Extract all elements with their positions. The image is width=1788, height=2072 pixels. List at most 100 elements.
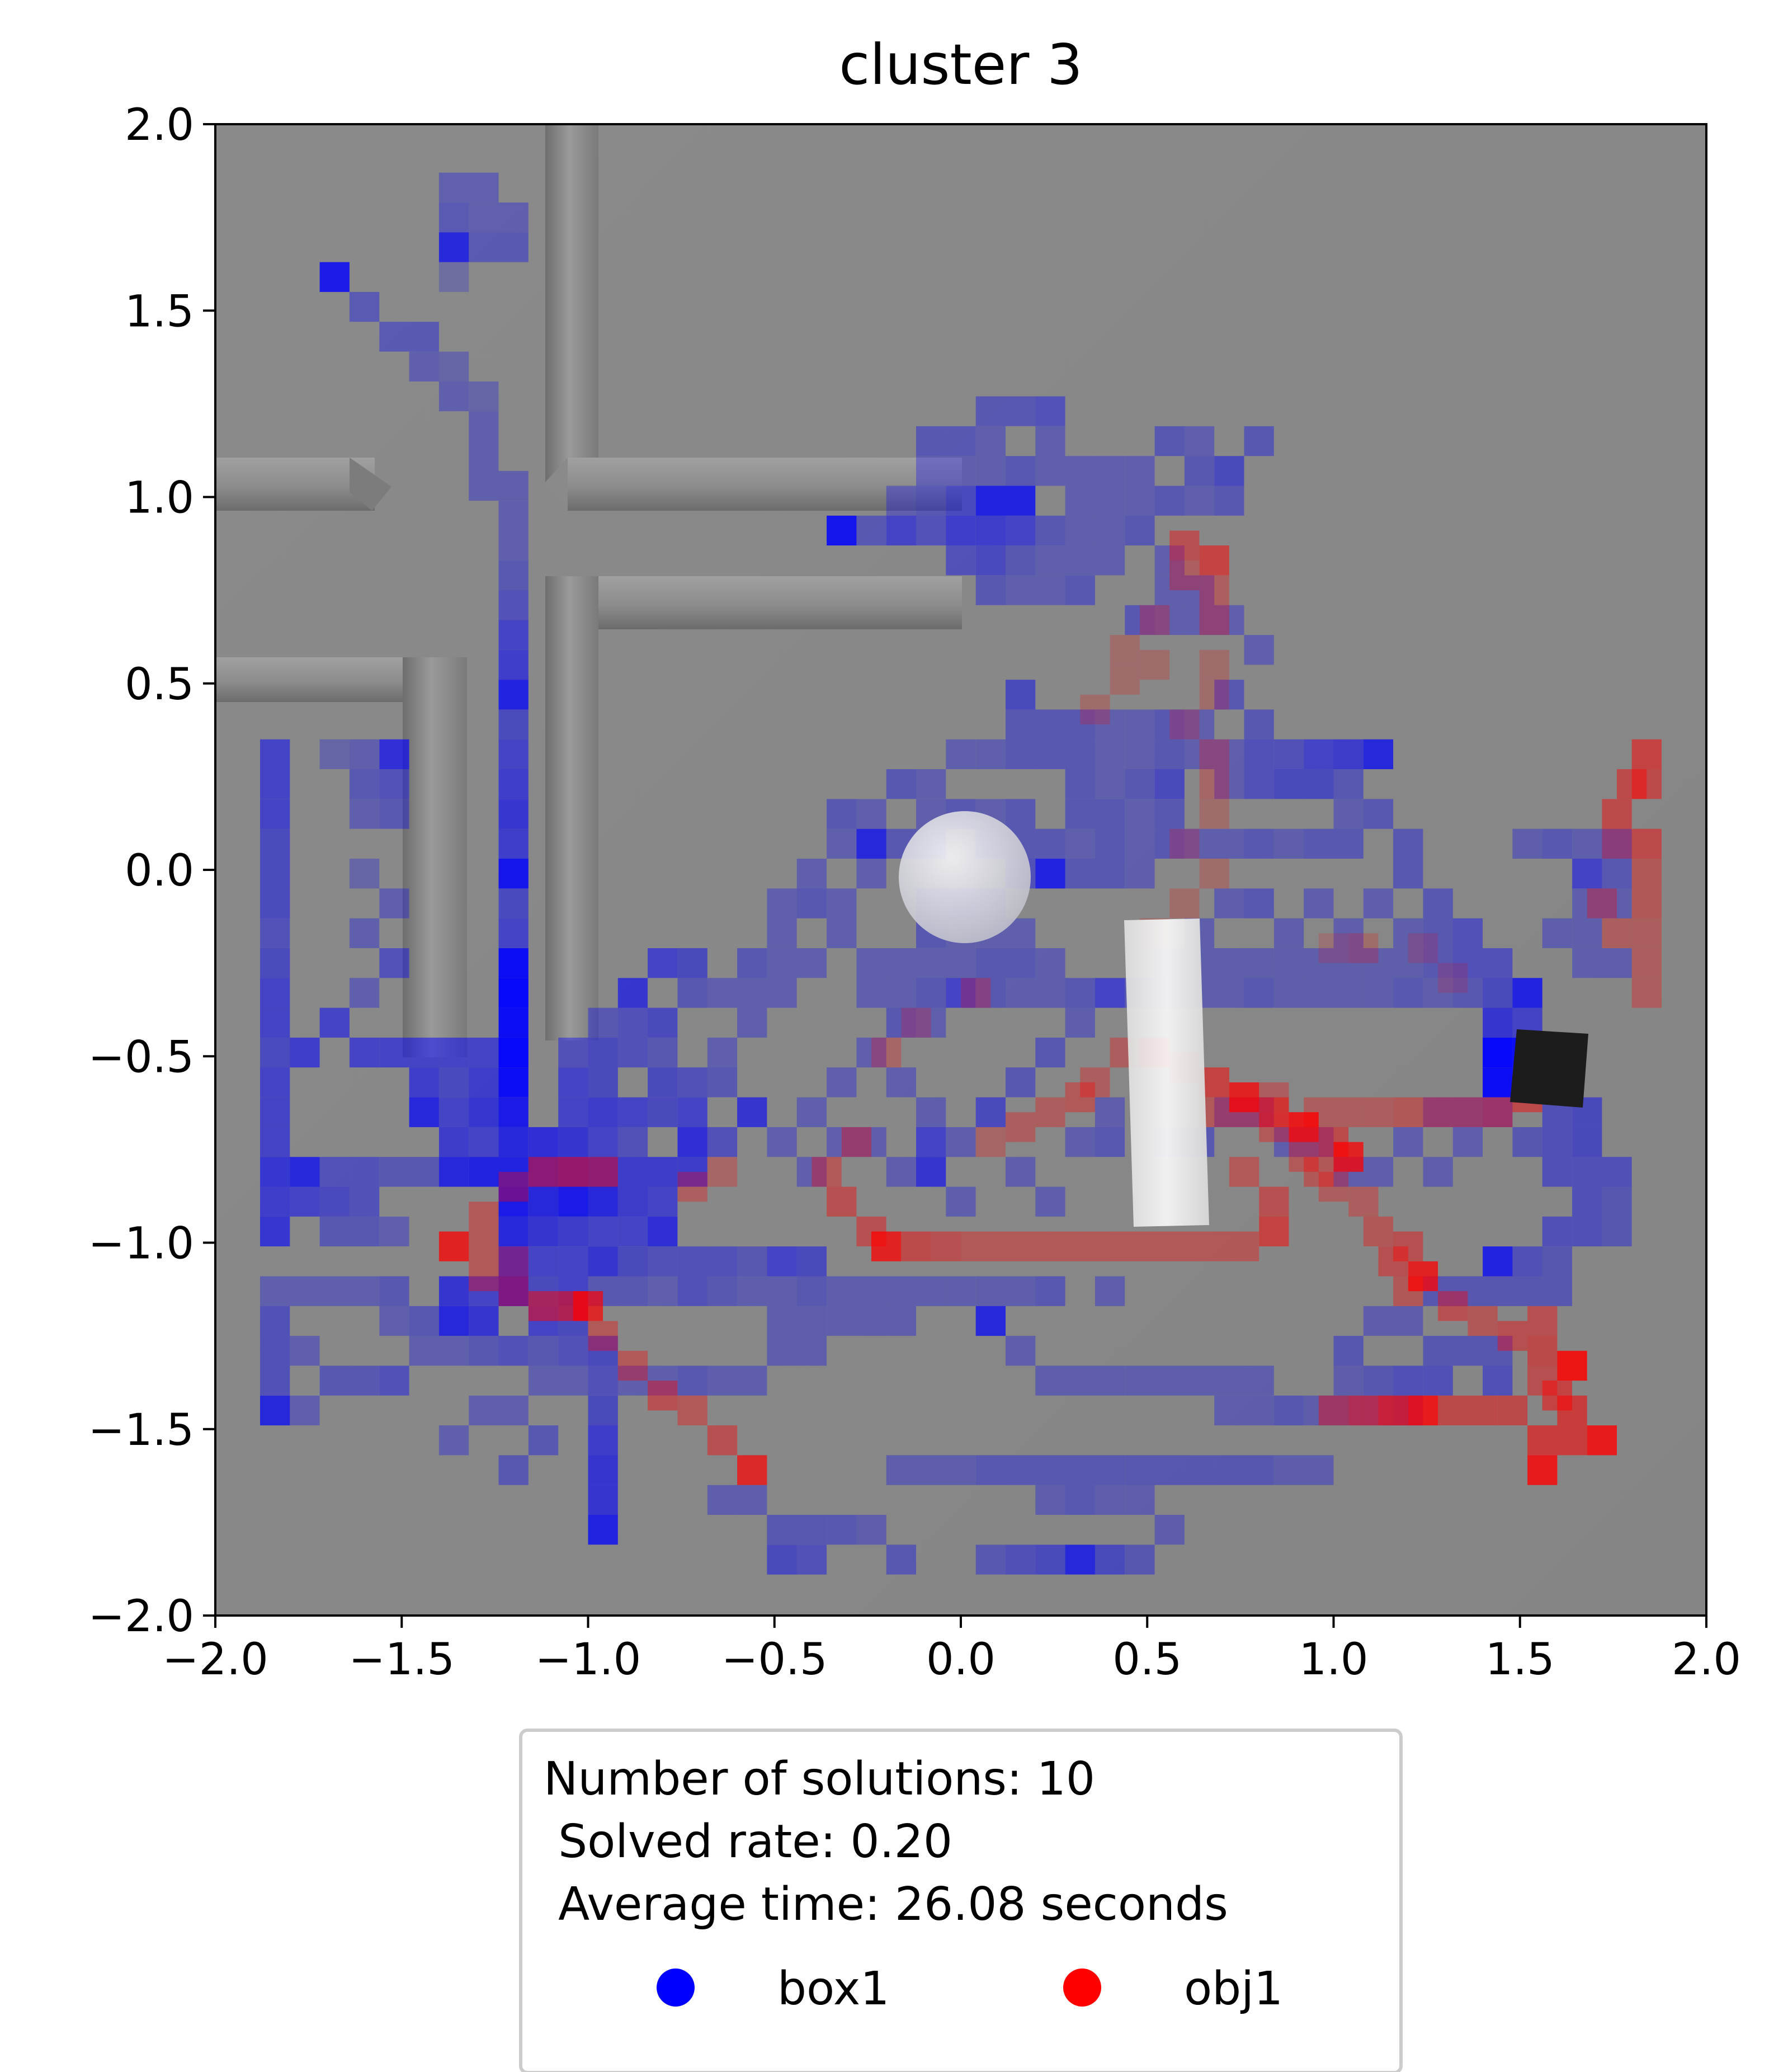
heatmap-cell-box1 xyxy=(1304,948,1334,978)
heatmap-cell-obj1 xyxy=(1065,1082,1095,1113)
heatmap-cell-box1 xyxy=(677,978,707,1008)
heatmap-cell-box1 xyxy=(438,172,469,203)
heatmap-cell-box1 xyxy=(796,859,827,889)
heatmap-cell-box1 xyxy=(856,1127,886,1157)
heatmap-cell-box1 xyxy=(916,426,946,456)
heatmap-cell-obj1 xyxy=(1602,828,1632,859)
heatmap-cell-box1 xyxy=(1602,1186,1632,1217)
heatmap-cell-obj1 xyxy=(1557,1395,1587,1426)
heatmap-cell-box1 xyxy=(1602,888,1632,919)
heatmap-cell-box1 xyxy=(707,1276,738,1306)
heatmap-cell-box1 xyxy=(1244,1395,1274,1426)
heatmap-cell-obj1 xyxy=(1199,545,1229,576)
heatmap-cell-box1 xyxy=(617,1007,648,1038)
heatmap-cell-box1 xyxy=(1572,1157,1602,1187)
heatmap-cell-box1 xyxy=(438,262,469,292)
heatmap-cell-box1 xyxy=(1065,1365,1095,1396)
heatmap-cell-box1 xyxy=(796,1336,827,1366)
heatmap-cell-box1 xyxy=(827,1515,857,1545)
heatmap-cell-box1 xyxy=(528,1336,559,1366)
heatmap-cell-box1 xyxy=(1244,888,1274,919)
heatmap-cell-obj1 xyxy=(1527,1336,1558,1366)
heatmap-cell-box1 xyxy=(1273,828,1304,859)
heatmap-cell-box1 xyxy=(886,515,916,546)
heatmap-cell-box1 xyxy=(438,1037,469,1068)
heatmap-cell-obj1 xyxy=(573,1291,603,1321)
heatmap-cell-obj1 xyxy=(1080,1067,1110,1098)
heatmap-cell-box1 xyxy=(1065,978,1095,1008)
heatmap-cell-box1 xyxy=(1244,1365,1274,1396)
heatmap-cell-box1 xyxy=(438,1425,469,1456)
heatmap-cell-box1 xyxy=(260,859,290,889)
heatmap-cell-obj1 xyxy=(1348,1186,1379,1217)
heatmap-cell-box1 xyxy=(409,322,439,352)
heatmap-cell-box1 xyxy=(1602,859,1632,889)
heatmap-cell-box1 xyxy=(1273,918,1304,948)
heatmap-cell-box1 xyxy=(1214,739,1244,769)
heatmap-cell-box1 xyxy=(498,828,529,859)
heatmap-cell-box1 xyxy=(1035,1037,1065,1068)
heatmap-cell-box1 xyxy=(1094,545,1125,576)
heatmap-cell-obj1 xyxy=(1557,1350,1587,1381)
heatmap-cell-obj1 xyxy=(1080,694,1110,724)
heatmap-cell-box1 xyxy=(707,1365,738,1396)
heatmap-cell-obj1 xyxy=(1199,1231,1229,1261)
heatmap-cell-box1 xyxy=(1273,1395,1304,1426)
heatmap-cell-obj1 xyxy=(1602,918,1632,948)
heatmap-cell-box1 xyxy=(290,1336,320,1366)
heatmap-cell-box1 xyxy=(1333,769,1364,799)
heatmap-cell-box1 xyxy=(946,456,976,486)
heatmap-cell-box1 xyxy=(1423,978,1453,1008)
heatmap-cell-box1 xyxy=(1572,1127,1602,1157)
heatmap-cell-box1 xyxy=(916,456,946,486)
heatmap-cell-obj1 xyxy=(1020,1231,1050,1261)
maze-walls xyxy=(215,124,962,1057)
heatmap-cell-box1 xyxy=(1094,709,1125,740)
heatmap-cell-box1 xyxy=(1512,978,1542,1008)
heatmap-cell-box1 xyxy=(379,888,409,919)
heatmap-cell-box1 xyxy=(1006,739,1036,769)
heatmap-cell-box1 xyxy=(558,1365,588,1396)
heatmap-cell-box1 xyxy=(588,1127,618,1157)
heatmap-cell-obj1 xyxy=(1229,1231,1259,1261)
heatmap-cell-box1 xyxy=(588,1216,618,1247)
heatmap-cell-obj1 xyxy=(961,1231,991,1261)
heatmap-cell-box1 xyxy=(1065,545,1095,576)
heatmap-cell-obj1 xyxy=(1050,1231,1081,1261)
heatmap-cell-box1 xyxy=(1006,680,1036,710)
heatmap-cell-box1 xyxy=(1184,605,1215,635)
heatmap-cell-box1 xyxy=(498,1395,529,1426)
heatmap-cell-box1 xyxy=(1006,1276,1036,1306)
heatmap-cell-box1 xyxy=(886,1455,916,1485)
legend-marker-obj1 xyxy=(1063,1969,1101,2007)
heatmap-cell-box1 xyxy=(469,411,499,441)
heatmap-cell-box1 xyxy=(1214,1455,1244,1485)
heatmap-cell-box1 xyxy=(379,1037,409,1068)
heatmap-cell-box1 xyxy=(498,620,529,650)
heatmap-cell-box1 xyxy=(1542,918,1572,948)
heatmap-cell-box1 xyxy=(737,1365,767,1396)
heatmap-cell-box1 xyxy=(1065,769,1095,799)
heatmap-cell-box1 xyxy=(438,203,469,233)
heatmap-cell-obj1 xyxy=(1318,1171,1349,1202)
heatmap-cell-box1 xyxy=(260,1037,290,1068)
heatmap-cell-box1 xyxy=(469,1127,499,1157)
heatmap-cell-box1 xyxy=(1244,426,1274,456)
heatmap-cell-box1 xyxy=(290,1395,320,1426)
heatmap-cell-box1 xyxy=(1602,948,1632,978)
heatmap-cell-box1 xyxy=(1483,1276,1513,1306)
heatmap-cell-box1 xyxy=(856,515,886,546)
heatmap-cell-box1 xyxy=(1452,978,1483,1008)
heatmap-cell-box1 xyxy=(1423,1336,1453,1366)
x-tick-label: −0.5 xyxy=(721,1635,827,1685)
heatmap-cell-box1 xyxy=(796,1246,827,1277)
heatmap-cell-box1 xyxy=(498,1216,529,1247)
heatmap-cell-box1 xyxy=(1035,545,1065,576)
legend-marker-box1 xyxy=(657,1969,695,2007)
heatmap-cell-box1 xyxy=(1006,545,1036,576)
heatmap-cell-box1 xyxy=(1184,486,1215,516)
heatmap-cell-box1 xyxy=(498,978,529,1008)
heatmap-cell-box1 xyxy=(1035,1544,1065,1575)
heatmap-cell-box1 xyxy=(379,739,409,769)
heatmap-cell-box1 xyxy=(648,1365,678,1396)
